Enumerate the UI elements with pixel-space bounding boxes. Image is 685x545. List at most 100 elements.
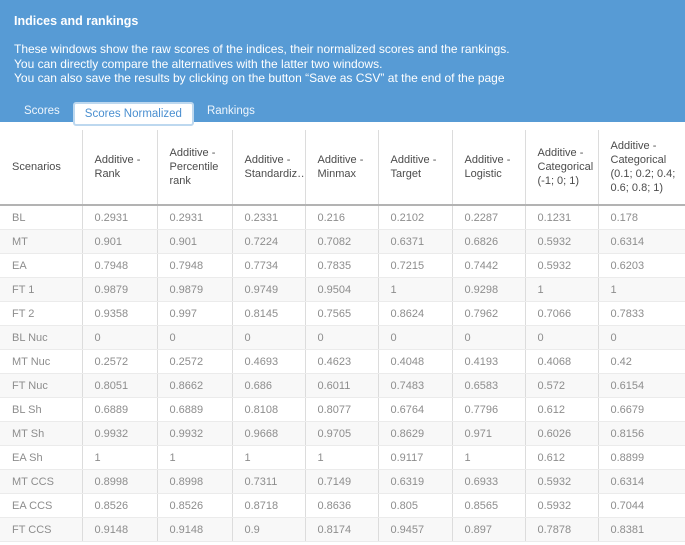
table-row: MT Sh 0.9932 0.9932 0.9668 0.9705 0.8629 0.971…: [0, 421, 685, 446]
value-cell: 1: [305, 445, 379, 470]
value-cell: 0.6889: [82, 397, 158, 422]
value-cell: 0.9148: [157, 517, 233, 542]
value-cell: 0.6319: [378, 469, 453, 494]
value-cell: 0.4048: [378, 349, 453, 374]
scenario-cell: MT CCS: [0, 469, 83, 494]
value-cell: 0.7734: [232, 253, 306, 278]
scenario-cell: MT Nuc: [0, 349, 83, 374]
value-cell: 0.9932: [157, 421, 233, 446]
value-cell: 0.8636: [305, 493, 379, 518]
value-cell: 1: [452, 445, 526, 470]
table-row: FT Nuc 0.8051 0.8662 0.686 0.6011 0.7483 0.658…: [0, 373, 685, 398]
value-cell: 0.8718: [232, 493, 306, 518]
value-cell: 0.2572: [157, 349, 233, 374]
table-row: BL 0.2931 0.2931 0.2331 0.216 0.2102 0.2287 0.1…: [0, 205, 685, 230]
tab-scores[interactable]: Scores: [24, 104, 60, 117]
value-cell: 0.6314: [598, 229, 685, 254]
value-cell: 0.5932: [525, 493, 599, 518]
value-cell: 0.612: [525, 445, 599, 470]
table-row: BL Sh 0.6889 0.6889 0.8108 0.8077 0.6764 0.779…: [0, 397, 685, 422]
column-header: Additive - Logistic: [452, 130, 526, 206]
value-cell: 0.2102: [378, 205, 453, 230]
value-cell: 1: [525, 277, 599, 302]
value-cell: 0.7224: [232, 229, 306, 254]
value-cell: 0.686: [232, 373, 306, 398]
value-cell: 0.9932: [82, 421, 158, 446]
scenario-cell: BL Sh: [0, 397, 83, 422]
value-cell: 0.6826: [452, 229, 526, 254]
value-cell: 0.9358: [82, 301, 158, 326]
tab-bar: Scores Scores Normalized Rankings: [14, 99, 671, 126]
column-header: Additive - Rank: [82, 130, 158, 206]
value-cell: 0.178: [598, 205, 685, 230]
tab-scores-normalized[interactable]: Scores Normalized: [72, 101, 194, 126]
value-cell: 0.8145: [232, 301, 306, 326]
value-cell: 1: [82, 445, 158, 470]
value-cell: 0.7082: [305, 229, 379, 254]
value-cell: 0.897: [452, 517, 526, 542]
value-cell: 0.9298: [452, 277, 526, 302]
value-cell: 0.997: [157, 301, 233, 326]
value-cell: 0.8108: [232, 397, 306, 422]
value-cell: 0.9879: [82, 277, 158, 302]
value-cell: 0.6889: [157, 397, 233, 422]
page-title: Indices and rankings: [14, 14, 139, 28]
table-row: MT 0.901 0.901 0.7224 0.7082 0.6371 0.6826 0.59…: [0, 229, 685, 254]
value-cell: 0.2931: [157, 205, 233, 230]
value-cell: 0.9: [232, 517, 306, 542]
value-cell: 0.42: [598, 349, 685, 374]
value-cell: 0: [598, 325, 685, 350]
scenario-cell: MT Sh: [0, 421, 83, 446]
value-cell: 0.8624: [378, 301, 453, 326]
value-cell: 0.2287: [452, 205, 526, 230]
scenario-cell: MT: [0, 229, 83, 254]
value-cell: 0.9117: [378, 445, 453, 470]
table-row: EA CCS 0.8526 0.8526 0.8718 0.8636 0.805 0.856…: [0, 493, 685, 518]
column-header: Additive - Categorical (-1; 0; 1): [525, 130, 599, 206]
value-cell: 1: [598, 277, 685, 302]
scenario-cell: FT CCS: [0, 517, 83, 542]
value-cell: 0.6933: [452, 469, 526, 494]
scenario-cell: FT 1: [0, 277, 83, 302]
tab-rankings[interactable]: Rankings: [206, 104, 255, 117]
value-cell: 0.2931: [82, 205, 158, 230]
value-cell: 0.8998: [157, 469, 233, 494]
scores-normalized-table: Scenarios Additive - Rank Additive - Perce…: [0, 130, 685, 542]
value-cell: 1: [157, 445, 233, 470]
description-line: You can also save the results by clickin…: [14, 71, 505, 85]
value-cell: 0.5932: [525, 229, 599, 254]
column-header: Additive - Standardiz…: [232, 130, 306, 206]
value-cell: 0.7442: [452, 253, 526, 278]
value-cell: 0.8899: [598, 445, 685, 470]
table-row: BL Nuc 0 0 0 0 0 0 0 0: [0, 325, 685, 350]
table-row: MT CCS 0.8998 0.8998 0.7311 0.7149 0.6319 0.69…: [0, 469, 685, 494]
table-row: EA 0.7948 0.7948 0.7734 0.7835 0.7215 0.7442 0.…: [0, 253, 685, 278]
value-cell: 0.8077: [305, 397, 379, 422]
value-cell: 0.6679: [598, 397, 685, 422]
value-cell: 0: [157, 325, 233, 350]
value-cell: 0.8174: [305, 517, 379, 542]
table-row: FT 1 0.9879 0.9879 0.9749 0.9504 1 0.9298 1 1: [0, 277, 685, 302]
value-cell: 0.7833: [598, 301, 685, 326]
value-cell: 0.216: [305, 205, 379, 230]
value-cell: 0.7878: [525, 517, 599, 542]
value-cell: 0.9668: [232, 421, 306, 446]
scenario-cell: FT 2: [0, 301, 83, 326]
value-cell: 0.4623: [305, 349, 379, 374]
value-cell: 0.8156: [598, 421, 685, 446]
value-cell: 0.6314: [598, 469, 685, 494]
table-row: EA Sh 1 1 1 1 0.9117 1 0.612 0.8899: [0, 445, 685, 470]
scenario-cell: FT Nuc: [0, 373, 83, 398]
value-cell: 0.7565: [305, 301, 379, 326]
value-cell: 0.6764: [378, 397, 453, 422]
value-cell: 0.901: [157, 229, 233, 254]
table-row: FT 2 0.9358 0.997 0.8145 0.7565 0.8624 0.7962 0…: [0, 301, 685, 326]
value-cell: 1: [378, 277, 453, 302]
value-cell: 0.7149: [305, 469, 379, 494]
value-cell: 0.8662: [157, 373, 233, 398]
value-cell: 0.7948: [82, 253, 158, 278]
value-cell: 0.5932: [525, 253, 599, 278]
value-cell: 0.7483: [378, 373, 453, 398]
value-cell: 0.6154: [598, 373, 685, 398]
value-cell: 0.7796: [452, 397, 526, 422]
